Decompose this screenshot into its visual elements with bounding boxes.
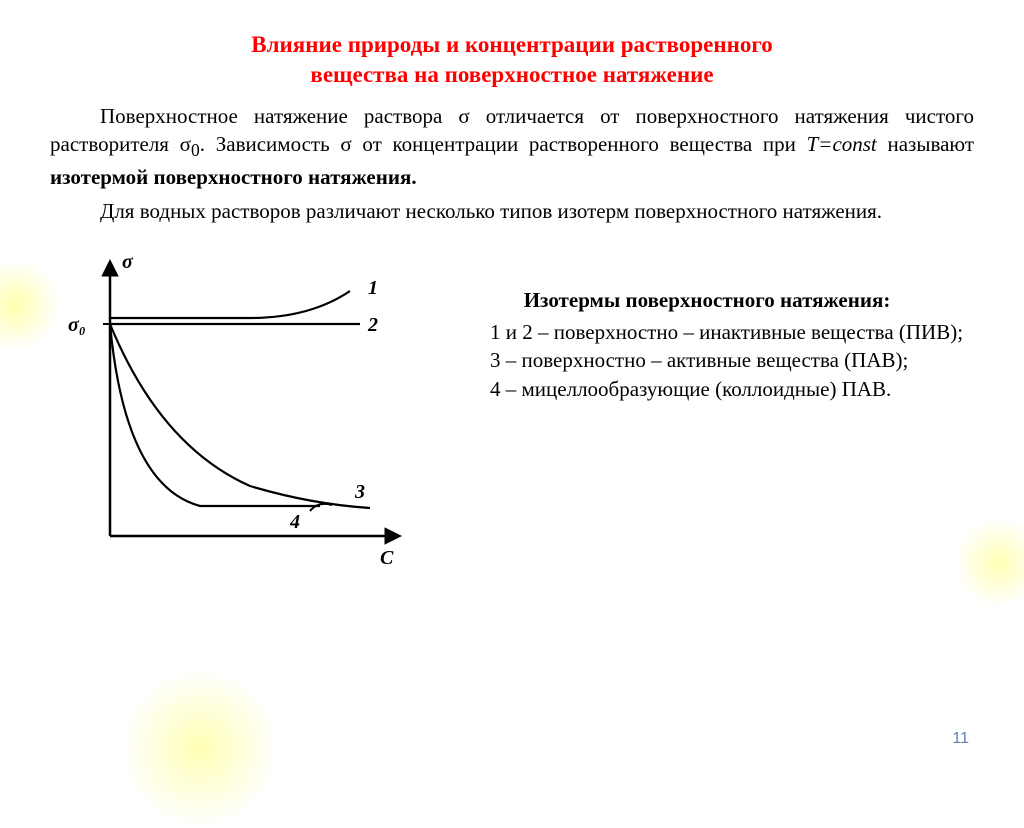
para1-const: T=const [807, 132, 877, 156]
svg-text:2: 2 [367, 314, 378, 336]
isotherm-chart: σ σ₀ C 1 2 3 4 [50, 246, 410, 576]
paragraph-1: Поверхностное натяжение раствора σ отлич… [50, 102, 974, 192]
legend-item-3: 3 – поверхностно – активные вещества (ПА… [440, 346, 974, 374]
svg-text:σ: σ [122, 251, 134, 273]
legend-block: Изотермы поверхностного натяжения: 1 и 2… [440, 246, 974, 403]
para1-sub: 0 [191, 140, 200, 160]
legend-item-1: 1 и 2 – поверхностно – инактивные вещест… [440, 318, 974, 346]
slide-title: Влияние природы и концентрации растворен… [50, 30, 974, 90]
page-number: 11 [952, 730, 969, 748]
svg-text:3: 3 [354, 481, 365, 503]
title-line-2: вещества на поверхностное натяжение [310, 62, 713, 87]
para1-bold: изотермой поверхностного натяжения. [50, 165, 417, 189]
decorative-glow [120, 668, 280, 828]
legend-item-4: 4 – мицеллообразующие (коллоидные) ПАВ. [440, 375, 974, 403]
para1-mid: . Зависимость σ от концентрации растворе… [200, 132, 807, 156]
paragraph-2: Для водных растворов различают несколько… [50, 197, 974, 225]
figure-row: σ σ₀ C 1 2 3 4 Изотермы поверхностного натяжен… [50, 246, 974, 576]
svg-text:σ₀: σ₀ [68, 314, 86, 336]
svg-text:1: 1 [368, 277, 378, 299]
svg-text:4: 4 [289, 511, 300, 533]
title-line-1: Влияние природы и концентрации растворен… [251, 32, 772, 57]
slide-content: Влияние природы и концентрации растворен… [0, 0, 1024, 576]
svg-text:C: C [380, 547, 394, 569]
para1-post: называют [877, 132, 974, 156]
legend-title: Изотермы поверхностного натяжения: [440, 286, 974, 314]
